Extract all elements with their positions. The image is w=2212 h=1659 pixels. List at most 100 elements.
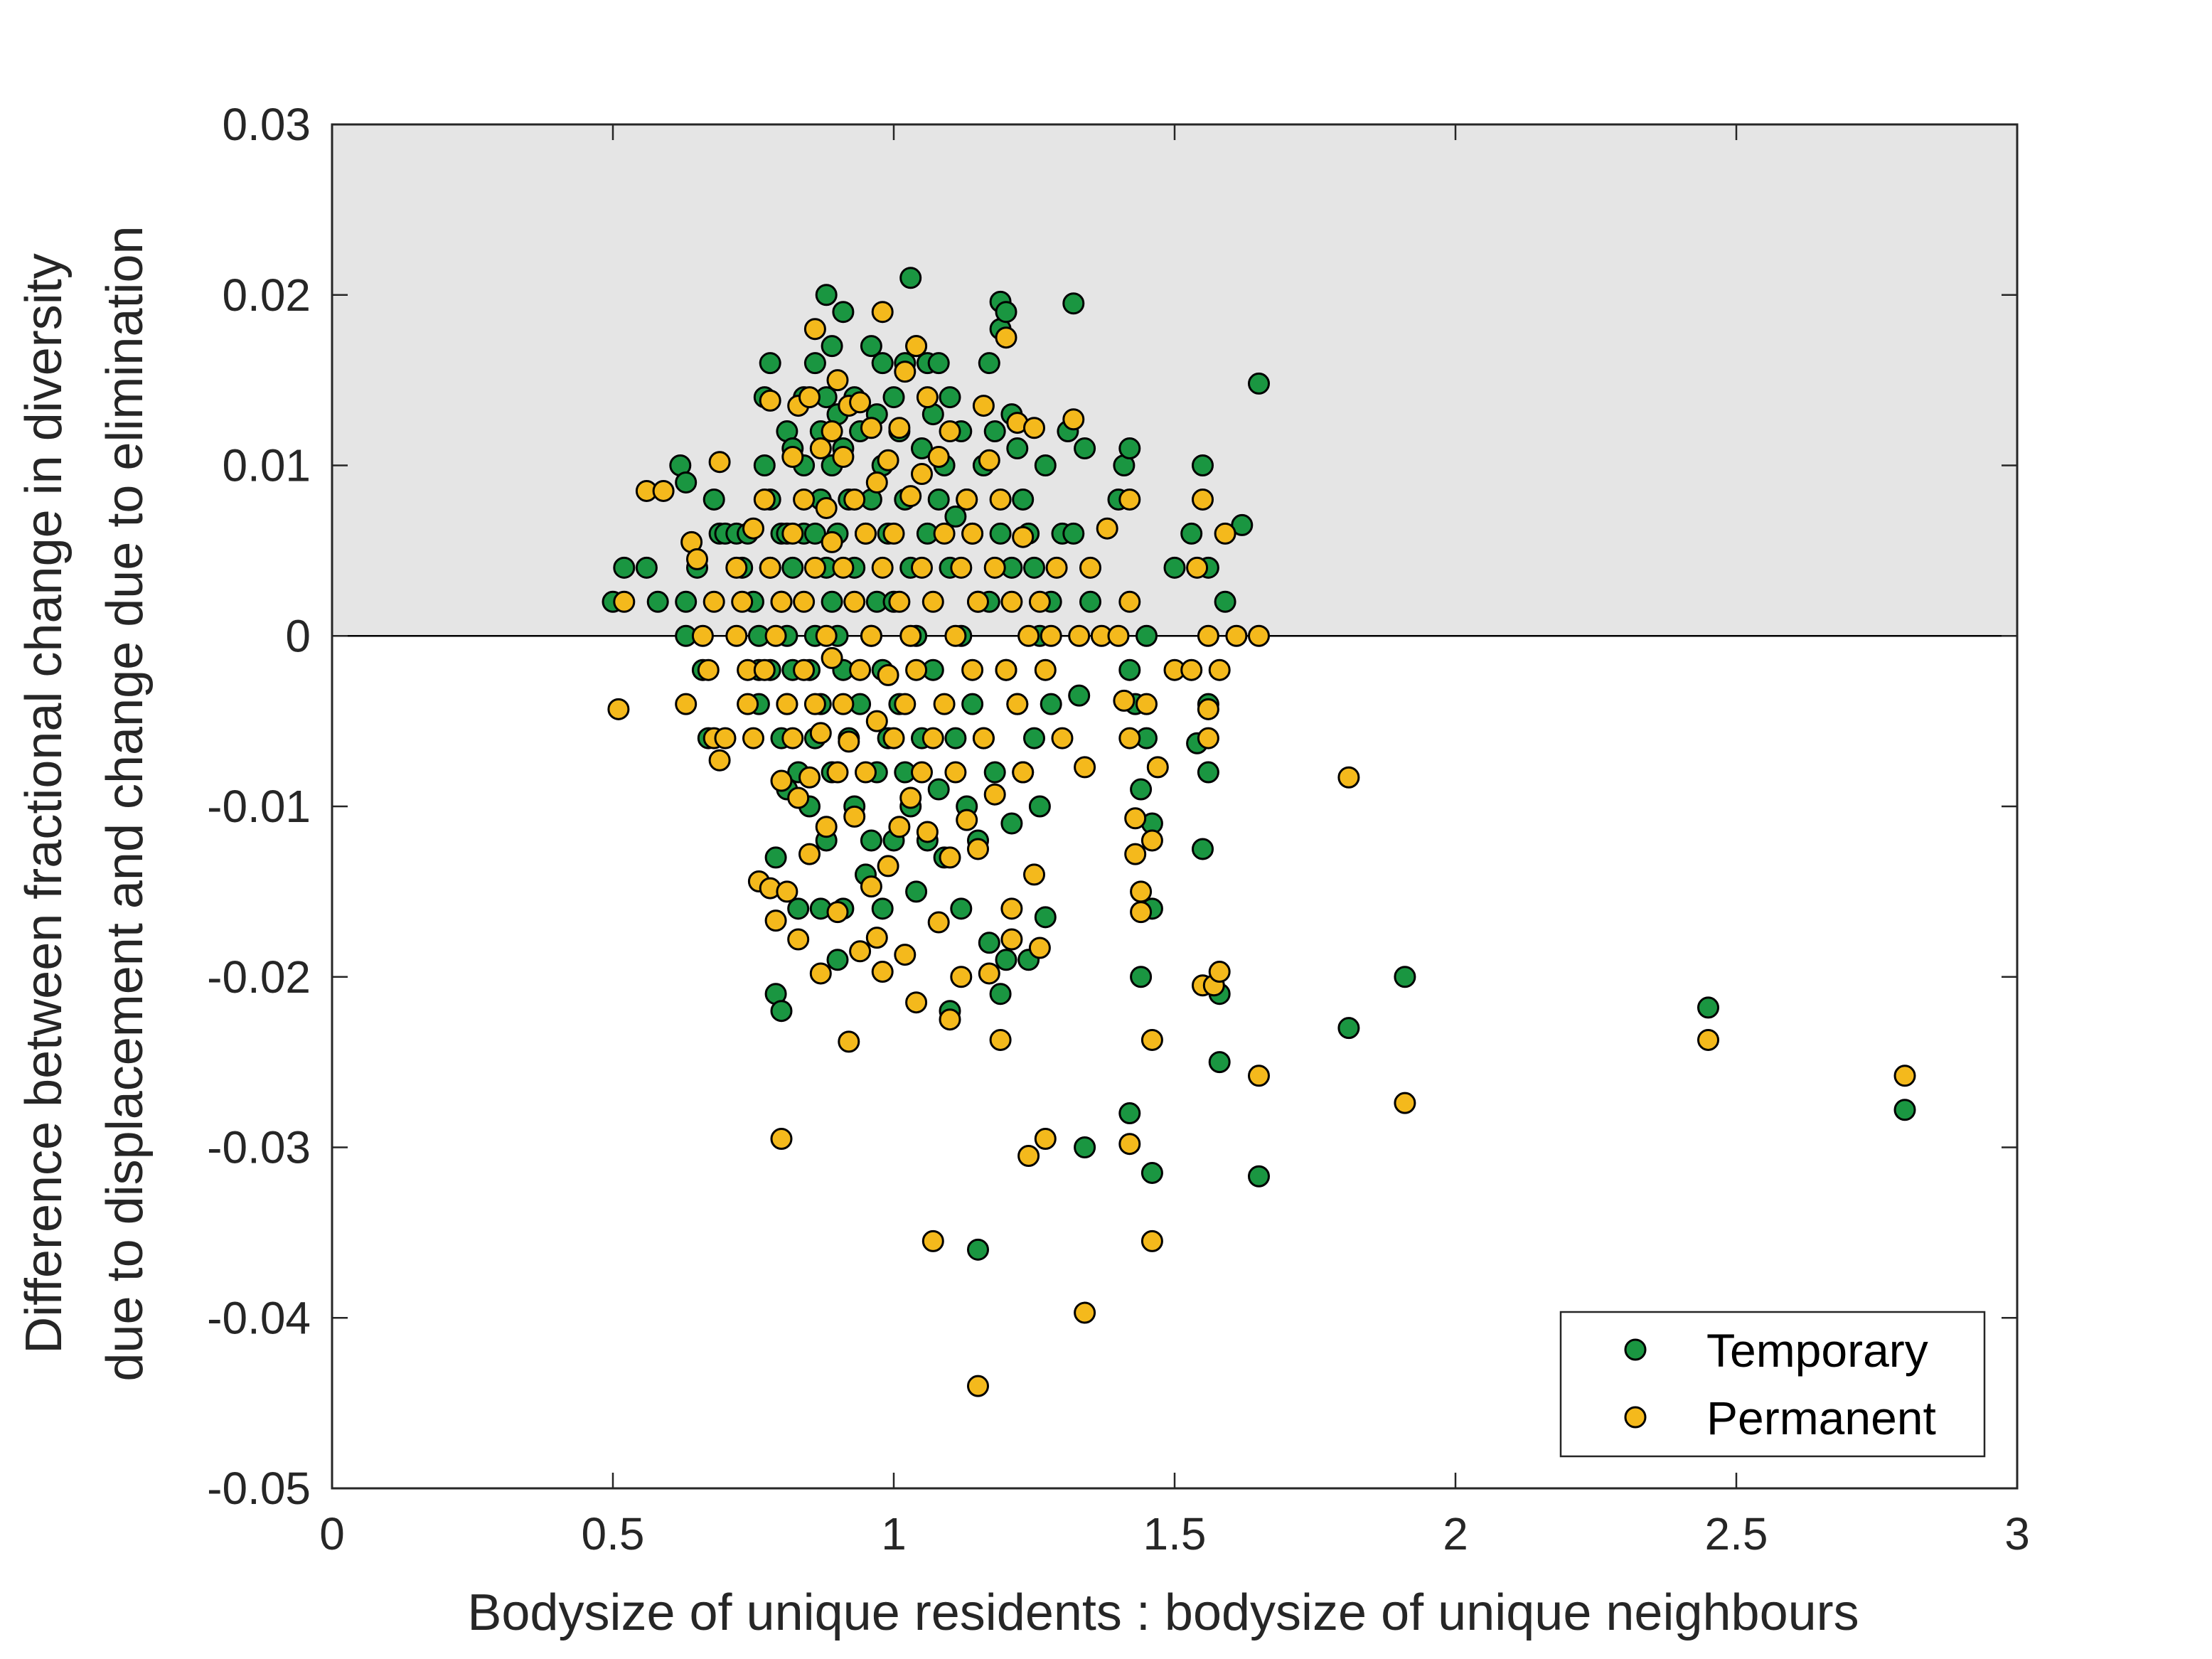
point-permanent <box>1130 880 1153 903</box>
point-permanent <box>905 991 928 1014</box>
point-temporary <box>1130 778 1153 801</box>
point-permanent <box>978 962 1000 985</box>
point-permanent <box>764 624 787 647</box>
point-permanent <box>989 488 1012 511</box>
point-permanent <box>972 395 995 417</box>
point-permanent <box>882 727 905 750</box>
point-permanent <box>843 488 866 511</box>
point-temporary <box>1697 996 1719 1019</box>
point-temporary <box>1062 522 1085 545</box>
point-permanent <box>995 658 1017 681</box>
point-temporary <box>882 386 905 409</box>
point-temporary <box>939 386 961 409</box>
point-permanent <box>967 1375 989 1397</box>
point-permanent <box>939 1008 961 1031</box>
point-permanent <box>821 530 843 553</box>
point-temporary <box>899 267 922 289</box>
point-permanent <box>708 749 731 772</box>
point-permanent <box>933 693 956 715</box>
point-temporary <box>860 829 882 852</box>
point-permanent <box>759 556 781 579</box>
point-temporary <box>826 949 849 971</box>
point-permanent <box>1074 756 1096 779</box>
point-permanent <box>809 962 832 985</box>
y-tick-label: 0.03 <box>222 99 311 150</box>
point-permanent <box>781 446 804 469</box>
y-tick-label: -0.04 <box>207 1292 311 1343</box>
point-permanent <box>1034 658 1057 681</box>
point-permanent <box>759 389 781 412</box>
point-temporary <box>815 284 838 306</box>
point-permanent <box>916 386 939 409</box>
point-temporary <box>860 335 882 358</box>
point-permanent <box>905 335 928 358</box>
point-permanent <box>1208 658 1231 681</box>
point-temporary <box>821 590 843 613</box>
point-permanent <box>1337 766 1360 789</box>
point-permanent <box>776 880 798 903</box>
point-temporary <box>1028 795 1051 818</box>
point-permanent <box>1118 727 1141 750</box>
point-permanent <box>860 624 882 647</box>
point-permanent <box>753 658 776 681</box>
point-permanent <box>1124 807 1147 830</box>
point-temporary <box>995 949 1017 971</box>
point-temporary <box>1118 1102 1141 1125</box>
x-tick-label: 1.5 <box>1143 1508 1207 1559</box>
point-temporary <box>781 556 804 579</box>
point-permanent <box>691 624 714 647</box>
point-permanent <box>877 855 899 877</box>
point-permanent <box>939 420 961 443</box>
point-permanent <box>815 624 838 647</box>
point-permanent <box>826 369 849 392</box>
point-permanent <box>697 658 720 681</box>
shaded-region <box>332 124 2017 636</box>
point-permanent <box>911 462 933 485</box>
point-permanent <box>894 944 917 966</box>
point-permanent <box>1140 1028 1163 1051</box>
point-permanent <box>972 727 995 750</box>
point-temporary <box>978 932 1000 954</box>
point-permanent <box>737 693 759 715</box>
point-temporary <box>753 454 776 476</box>
point-permanent <box>708 451 731 474</box>
point-permanent <box>793 590 816 613</box>
point-permanent <box>871 301 894 324</box>
point-temporary <box>983 761 1006 784</box>
point-permanent <box>652 479 675 502</box>
point-permanent <box>871 961 894 983</box>
point-permanent <box>877 663 899 686</box>
point-permanent <box>1006 693 1029 715</box>
legend-marker-permanent <box>1624 1406 1647 1429</box>
point-permanent <box>1197 624 1219 647</box>
point-permanent <box>1074 1301 1096 1324</box>
point-temporary <box>1208 1051 1231 1074</box>
point-temporary <box>1062 292 1085 315</box>
x-tick-label: 3 <box>2004 1508 2030 1559</box>
point-permanent <box>855 761 877 784</box>
point-permanent <box>956 809 978 831</box>
point-temporary <box>1180 522 1203 545</box>
point-temporary <box>1079 590 1101 613</box>
y-tick-label: -0.03 <box>207 1122 311 1173</box>
point-temporary <box>1034 454 1057 476</box>
x-tick-label: 1 <box>881 1508 907 1559</box>
point-permanent <box>1051 727 1074 750</box>
point-temporary <box>1006 437 1029 460</box>
point-permanent <box>731 590 754 613</box>
point-permanent <box>927 911 950 934</box>
point-permanent <box>843 590 866 613</box>
point-permanent <box>921 1229 944 1252</box>
point-temporary <box>1118 437 1141 460</box>
point-temporary <box>1214 590 1236 613</box>
point-permanent <box>860 875 882 898</box>
point-temporary <box>905 880 928 903</box>
point-permanent <box>1197 727 1219 750</box>
point-permanent <box>1124 843 1147 865</box>
point-permanent <box>686 548 708 570</box>
point-permanent <box>1130 901 1153 924</box>
point-temporary <box>983 420 1006 443</box>
point-temporary <box>1140 1161 1163 1184</box>
point-permanent <box>950 966 973 988</box>
point-permanent <box>1146 756 1169 779</box>
